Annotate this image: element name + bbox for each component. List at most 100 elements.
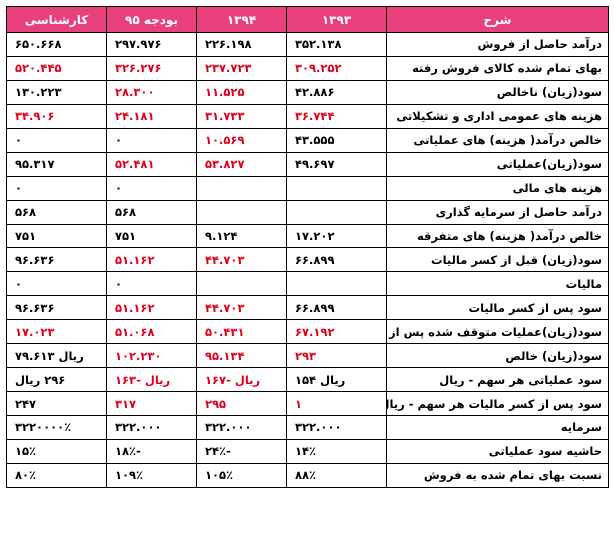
row-value-4: ۵۲۰.۴۴۵	[6, 55, 107, 81]
row-value-1	[286, 271, 387, 297]
table-row: هزینه های عمومی اداری و تشکیلاتی ۳۶.۷۴۴ ۳۱…	[6, 103, 609, 129]
row-label: سود عملیاتی هر سهم - ریال	[386, 367, 609, 393]
row-value-2: ۹.۱۲۴	[196, 223, 287, 249]
row-value-4: ۰	[6, 127, 107, 153]
financial-table-container: شرح ۱۳۹۳ ۱۳۹۴ بودجه ۹۵ کارشناسی درآمد حا…	[6, 6, 609, 488]
table-row: سود(زیان)عملیاتی ۴۹.۶۹۷ ۵۳.۸۲۷ ۵۲.۴۸۱ ۹۵.۳۱۷	[6, 151, 609, 177]
row-value-4: ۲۹۶ ریال	[6, 367, 107, 393]
row-value-2: ۳۲۲.۰۰۰	[196, 415, 287, 440]
row-value-3: ۳۲۲.۰۰۰	[106, 415, 197, 440]
row-label: هزینه های عمومی اداری و تشکیلاتی	[386, 103, 609, 129]
row-value-3: -۱۸٪	[106, 438, 197, 464]
row-label: خالص درآمد( هزینه) های متفرقه	[386, 223, 609, 249]
row-value-1: ۴۲.۸۸۶	[286, 79, 387, 105]
row-value-4: ۹۶.۶۳۶	[6, 295, 107, 321]
row-value-1: ۳۰۹.۲۵۲	[286, 55, 387, 81]
table-row: سود عملیاتی هر سهم - ریال ریال ۱۵۴ ریال -۱…	[6, 367, 609, 393]
header-row: شرح ۱۳۹۳ ۱۳۹۴ بودجه ۹۵ کارشناسی	[6, 6, 609, 33]
row-label: هزینه های مالی	[386, 175, 609, 201]
table-row: درآمد حاصل از سرمایه گذاری ۵۶۸ ۵۶۸	[6, 199, 609, 225]
row-label: خالص درآمد( هزینه) های عملیاتی	[386, 127, 609, 153]
row-value-3: ۵۱.۰۶۸	[106, 319, 197, 345]
header-description: شرح	[386, 6, 609, 33]
header-budget-95: بودجه ۹۵	[106, 6, 197, 33]
header-year-1393: ۱۳۹۳	[286, 6, 387, 33]
table-row: خالص درآمد( هزینه) های عملیاتی ۴۳.۵۵۵ ۱۰.۵…	[6, 127, 609, 153]
row-value-1: ۶۶.۸۹۹	[286, 295, 387, 321]
row-label: سود پس از کسر مالیات	[386, 295, 609, 321]
row-value-2: ۱۰۵٪	[196, 462, 287, 488]
row-value-1	[286, 175, 387, 201]
row-value-3: ۷۵۱	[106, 223, 197, 249]
table-row: سود(زیان)عملیات متوقف شده پس از کسر مالی…	[6, 319, 609, 345]
row-value-4: ۹۵.۳۱۷	[6, 151, 107, 177]
row-label: بهای تمام شده کالای فروش رفته	[386, 55, 609, 81]
row-value-4: ۳۲۲۰۰۰۰٪	[6, 415, 107, 440]
row-value-4: ۶۵۰.۶۶۸	[6, 32, 107, 57]
row-value-2: ۲۹۵	[196, 391, 287, 416]
row-value-3: ۲۹۷.۹۷۶	[106, 32, 197, 57]
row-value-1: ۱۴٪	[286, 438, 387, 464]
row-label: سود(زیان) قبل از کسر مالیات	[386, 247, 609, 273]
header-year-1394: ۱۳۹۴	[196, 6, 287, 33]
row-value-4: ۸۰٪	[6, 462, 107, 488]
row-label: سود(زیان) ناخالص	[386, 79, 609, 105]
table-row: هزینه های مالی ۰ ۰	[6, 175, 609, 201]
row-value-4: ۱۵٪	[6, 438, 107, 464]
row-value-3: ۳۲۶.۲۷۶	[106, 55, 197, 81]
row-value-4: ریال ۷۹.۶۱۳	[6, 343, 107, 369]
row-value-4: ۷۵۱	[6, 223, 107, 249]
row-label: درآمد حاصل از سرمایه گذاری	[386, 199, 609, 225]
row-value-1: ۳۲۲.۰۰۰	[286, 415, 387, 440]
row-value-2	[196, 199, 287, 225]
row-value-2: ۹۵.۱۳۴	[196, 343, 287, 369]
row-value-2: ۲۲۶.۱۹۸	[196, 32, 287, 57]
row-label: سود پس از کسر مالیات هر سهم - ریال	[386, 391, 609, 416]
row-value-2: ۳۱.۷۳۳	[196, 103, 287, 129]
row-value-3: ۱۰۲.۲۳۰	[106, 343, 197, 369]
row-value-2: ۲۳۷.۷۲۳	[196, 55, 287, 81]
table-row: سود(زیان) خالص ۲۹۳ ۹۵.۱۳۴ ۱۰۲.۲۳۰ ریال ۷۹.۶۱…	[6, 343, 609, 369]
row-value-2	[196, 175, 287, 201]
row-value-1	[286, 199, 387, 225]
row-value-1: ۳۵۲.۱۳۸	[286, 32, 387, 57]
row-label: سود(زیان) خالص	[386, 343, 609, 369]
row-label: سود(زیان)عملیاتی	[386, 151, 609, 177]
financial-table: شرح ۱۳۹۳ ۱۳۹۴ بودجه ۹۵ کارشناسی درآمد حا…	[6, 6, 609, 488]
table-row: خالص درآمد( هزینه) های متفرقه ۱۷.۲۰۲ ۹.۱۲۴…	[6, 223, 609, 249]
row-value-3: ۲۴.۱۸۱	[106, 103, 197, 129]
row-value-1: ۶۷.۱۹۲	[286, 319, 387, 345]
row-value-1: ۱۷.۲۰۲	[286, 223, 387, 249]
table-row: بهای تمام شده کالای فروش رفته ۳۰۹.۲۵۲ ۲۳۷.…	[6, 55, 609, 81]
row-label: سرمایه	[386, 415, 609, 440]
table-row: سود(زیان) قبل از کسر مالیات ۶۶.۸۹۹ ۴۴.۷۰۳ ۵…	[6, 247, 609, 273]
row-value-4: ۲۴۷	[6, 391, 107, 416]
row-value-4: ۱۳۰.۲۲۳	[6, 79, 107, 105]
row-label: نسبت بهای تمام شده به فروش	[386, 462, 609, 488]
table-row: سود پس از کسر مالیات هر سهم - ریال ۱ ۲۹۵ ۳۱…	[6, 391, 609, 416]
row-value-3: ۰	[106, 271, 197, 297]
row-value-3: ۵۶۸	[106, 199, 197, 225]
row-value-3: ریال -۱۶۳	[106, 367, 197, 393]
row-label: سود(زیان)عملیات متوقف شده پس از کسر مالی…	[386, 319, 609, 345]
row-value-1: ۸۸٪	[286, 462, 387, 488]
table-row: درآمد حاصل از فروش ۳۵۲.۱۳۸ ۲۲۶.۱۹۸ ۲۹۷.۹۷۶ ۶…	[6, 32, 609, 57]
row-label: مالیات	[386, 271, 609, 297]
row-value-4: ۰	[6, 175, 107, 201]
row-value-3: ۰	[106, 127, 197, 153]
row-value-2	[196, 271, 287, 297]
row-value-4: ۰	[6, 271, 107, 297]
row-value-1: ۴۳.۵۵۵	[286, 127, 387, 153]
row-value-1: ریال ۱۵۴	[286, 367, 387, 393]
header-expert: کارشناسی	[6, 6, 107, 33]
table-row: سود پس از کسر مالیات ۶۶.۸۹۹ ۴۴.۷۰۳ ۵۱.۱۶۲ ۹۶…	[6, 295, 609, 321]
table-row: مالیات ۰ ۰	[6, 271, 609, 297]
row-value-2: ۱۱.۵۲۵	[196, 79, 287, 105]
table-row: سرمایه ۳۲۲.۰۰۰ ۳۲۲.۰۰۰ ۳۲۲.۰۰۰ ۳۲۲۰۰۰۰٪	[6, 415, 609, 440]
row-value-1: ۶۶.۸۹۹	[286, 247, 387, 273]
row-value-3: ۰	[106, 175, 197, 201]
row-value-2: ریال -۱۶۷	[196, 367, 287, 393]
row-value-4: ۹۶.۶۳۶	[6, 247, 107, 273]
row-value-2: ۵۳.۸۲۷	[196, 151, 287, 177]
row-value-3: ۲۸.۳۰۰	[106, 79, 197, 105]
